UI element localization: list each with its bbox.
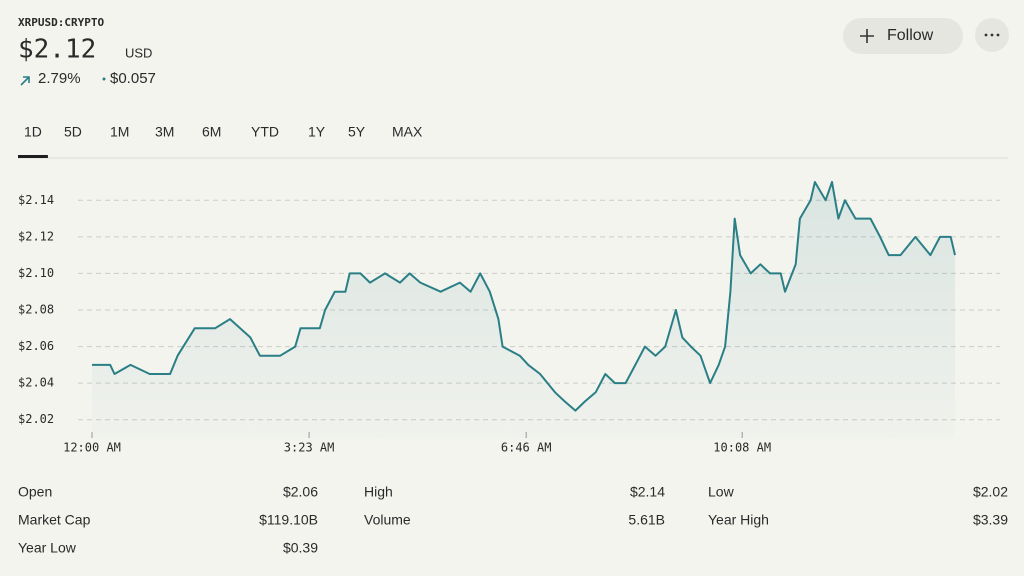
x-tick-label: 6:46 AM: [501, 441, 552, 455]
stat-label: Low: [708, 484, 735, 500]
tab[interactable]: 5Y: [348, 124, 366, 140]
tab[interactable]: 5D: [64, 124, 82, 140]
symbol: XRPUSD:CRYPTO: [18, 16, 104, 29]
stat-label: Open: [18, 484, 52, 500]
x-tick-label: 10:08 AM: [713, 441, 771, 455]
x-tick-label: 3:23 AM: [284, 441, 335, 455]
stat-value: $2.02: [973, 484, 1008, 500]
stat-value: $2.14: [630, 484, 665, 500]
separator-dot: [102, 77, 106, 81]
tab[interactable]: 6M: [202, 124, 221, 140]
y-tick-label: $2.08: [18, 303, 54, 317]
currency: USD: [125, 45, 152, 60]
y-tick-label: $2.02: [18, 412, 54, 426]
change-amount: $0.057: [110, 70, 156, 87]
price-line: [92, 181, 956, 412]
dot[interactable]: [996, 33, 1000, 37]
y-tick-label: $2.04: [18, 376, 54, 390]
more-button[interactable]: [975, 18, 1009, 52]
stat-label: Year Low: [18, 540, 77, 556]
tab[interactable]: 1M: [110, 124, 129, 140]
tab[interactable]: MAX: [392, 124, 423, 140]
y-tick-label: $2.06: [18, 339, 54, 353]
dot[interactable]: [990, 33, 994, 37]
tab[interactable]: 1Y: [308, 124, 326, 140]
stat-value: $3.39: [973, 512, 1008, 528]
tab[interactable]: 3M: [155, 124, 174, 140]
stat-label: Volume: [364, 512, 411, 528]
dot[interactable]: [984, 33, 988, 37]
area-fill: [92, 182, 955, 438]
x-tick-label: 12:00 AM: [63, 441, 121, 455]
plus-icon[interactable]: [860, 29, 874, 43]
follow-button-bg[interactable]: [843, 18, 963, 54]
stat-label: High: [364, 484, 393, 500]
follow-button[interactable]: Follow: [843, 18, 963, 54]
price: $2.12: [18, 35, 96, 65]
y-tick-label: $2.12: [18, 229, 54, 243]
tab[interactable]: 1D: [24, 124, 42, 140]
stat-value: $2.06: [283, 484, 318, 500]
tab[interactable]: YTD: [251, 124, 279, 140]
up-arrow-icon: [20, 76, 30, 86]
y-tick-label: $2.14: [18, 193, 54, 207]
follow-label[interactable]: Follow: [887, 27, 934, 44]
change-percent: 2.79%: [38, 70, 81, 87]
active-tab-indicator[interactable]: [18, 155, 48, 158]
stat-value: $119.10B: [259, 512, 318, 528]
stat-value: $0.39: [283, 540, 318, 556]
y-tick-label: $2.10: [18, 266, 54, 280]
stat-label: Market Cap: [18, 512, 91, 528]
stat-value: 5.61B: [628, 512, 665, 528]
stat-label: Year High: [708, 512, 769, 528]
